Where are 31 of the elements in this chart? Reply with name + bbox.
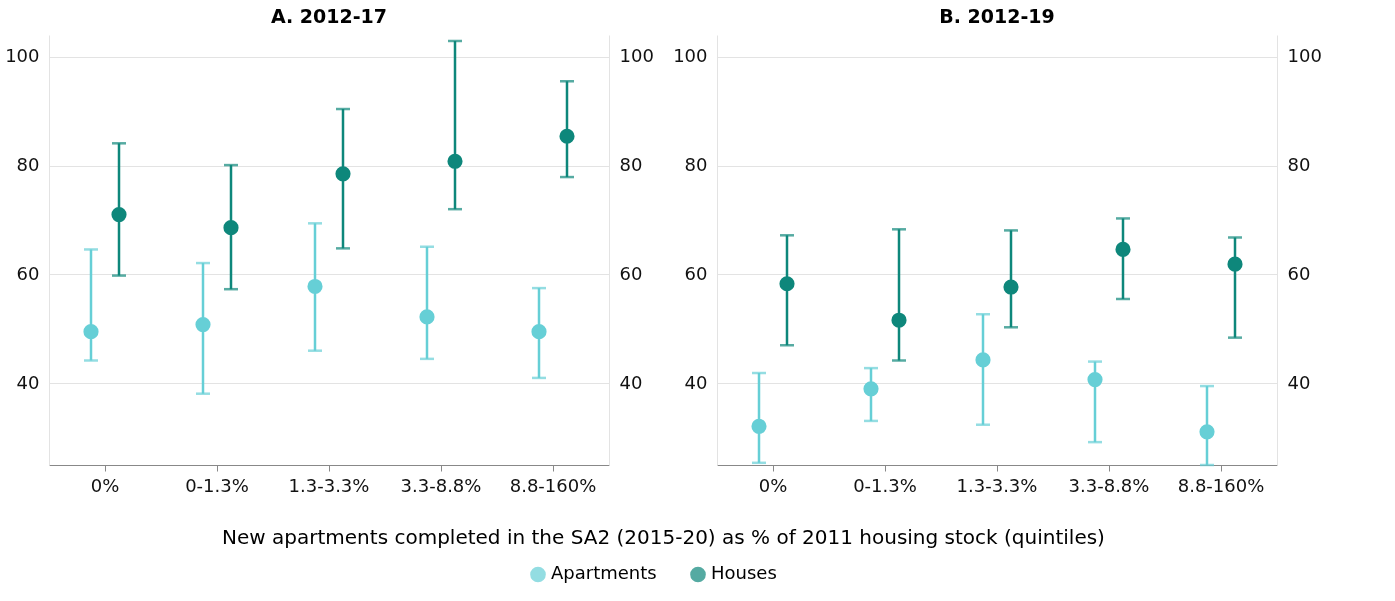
x-tick-label: 1.3-3.3% <box>288 474 370 496</box>
y-tick-label: 40 <box>16 371 40 393</box>
y-tick-label: 100 <box>673 45 708 67</box>
legend-label: Houses <box>711 562 777 584</box>
y2-tick-label: 80 <box>619 154 643 176</box>
x-tick-label: 3.3-8.8% <box>400 474 482 496</box>
legend-label: Apartments <box>551 562 657 584</box>
x-tick-label: 0% <box>758 474 788 496</box>
x-tick-label: 0% <box>90 474 120 496</box>
y-tick-label: 80 <box>684 154 708 176</box>
y2-tick-label: 40 <box>619 371 643 393</box>
chart-title: A. 2012-17 <box>270 5 388 27</box>
y2-tick-label: 40 <box>1287 371 1311 393</box>
y-tick-label: 80 <box>16 154 40 176</box>
y-tick-label: 100 <box>5 45 40 67</box>
x-tick-label: 0-1.3% <box>185 474 249 496</box>
x-tick-label: 8.8-160% <box>1177 474 1265 496</box>
y2-tick-label: 80 <box>1287 154 1311 176</box>
x-tick-label: 3.3-8.8% <box>1068 474 1150 496</box>
y-tick-label: 60 <box>684 262 708 284</box>
x-tick-label: 1.3-3.3% <box>956 474 1038 496</box>
y2-tick-label: 100 <box>619 45 654 67</box>
y-tick-label: 40 <box>684 371 708 393</box>
x-tick-label: 8.8-160% <box>509 474 597 496</box>
x-axis-title: New apartments completed in the SA2 (2015-20) as % of 2011 housing stock (quintiles) <box>222 524 1105 549</box>
x-tick-label: 0-1.3% <box>853 474 917 496</box>
y2-tick-label: 60 <box>619 262 643 284</box>
y2-tick-label: 60 <box>1287 262 1311 284</box>
y-tick-label: 60 <box>16 262 40 284</box>
y2-tick-label: 100 <box>1287 45 1322 67</box>
chart-title: B. 2012-19 <box>939 5 1055 27</box>
